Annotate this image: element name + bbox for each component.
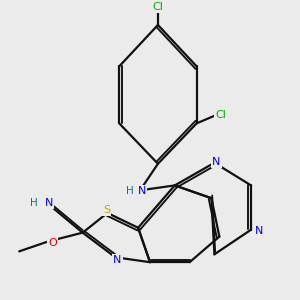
Text: Cl: Cl bbox=[215, 110, 226, 119]
Text: N: N bbox=[45, 198, 53, 208]
Text: N: N bbox=[113, 255, 122, 265]
Text: Cl: Cl bbox=[152, 2, 164, 12]
Text: H: H bbox=[126, 186, 134, 196]
Text: S: S bbox=[103, 205, 110, 215]
Text: O: O bbox=[49, 238, 57, 248]
Text: N: N bbox=[255, 226, 263, 236]
Text: N: N bbox=[138, 186, 146, 196]
Text: N: N bbox=[212, 157, 220, 167]
Text: H: H bbox=[30, 198, 38, 208]
